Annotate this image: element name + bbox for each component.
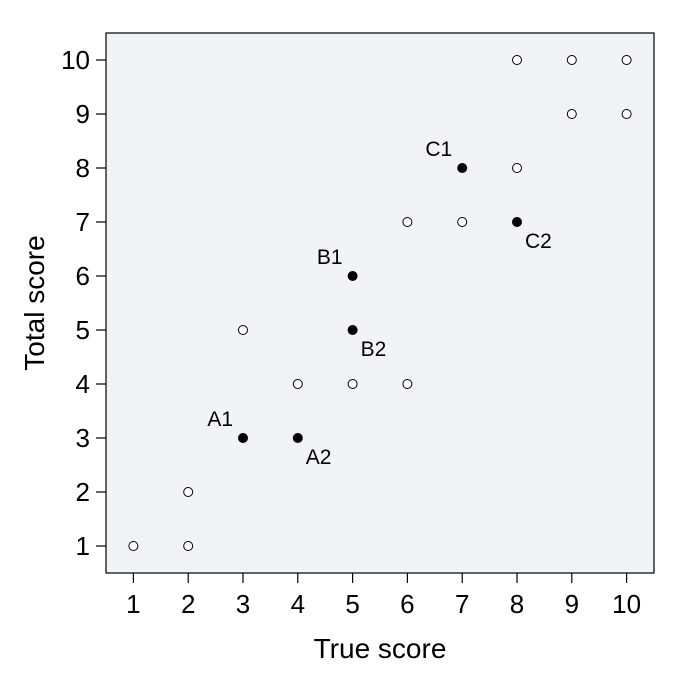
x-tick-label: 2 [181,589,195,619]
point-label: A2 [306,446,332,469]
point [292,379,303,389]
y-tick-label: 4 [76,369,90,399]
point [457,163,468,173]
y-tick-label: 1 [76,531,90,561]
point [512,217,522,227]
point-label: B2 [361,338,387,361]
x-tick-label: 3 [236,589,250,619]
point [347,379,358,389]
y-tick-label: 6 [76,261,90,291]
point [347,271,358,281]
y-tick-label: 7 [76,207,90,237]
point [402,217,413,227]
point [347,325,358,335]
point [512,163,522,173]
point [621,55,632,65]
x-tick-label: 7 [455,589,469,619]
point [238,433,248,443]
y-tick-label: 3 [76,423,90,453]
point [621,109,632,119]
point [566,55,577,65]
y-tick-label: 8 [76,153,90,183]
point-label: A1 [207,408,233,431]
y-axis-title: Total score [19,235,50,370]
x-tick-label: 9 [565,589,579,619]
y-tick-label: 5 [76,315,90,345]
x-tick-label: 1 [126,589,140,619]
point [512,55,522,65]
x-tick-label: 5 [345,589,359,619]
y-tick-label: 9 [76,99,90,129]
point-label: B1 [317,246,343,269]
point [183,541,194,551]
point [128,541,139,551]
point [402,379,413,389]
y-tick-label: 10 [61,45,90,75]
point [457,217,468,227]
x-tick-label: 4 [291,589,305,619]
x-axis-title: True score [314,633,447,664]
x-tick-label: 10 [612,589,641,619]
x-tick-label: 6 [400,589,414,619]
point [183,487,194,497]
plot-area [105,32,655,574]
point [292,433,303,443]
point-label: C1 [425,138,452,161]
x-tick-label: 8 [510,589,524,619]
point [238,325,248,335]
point-label: C2 [525,230,552,253]
point [566,109,577,119]
y-tick-label: 2 [76,477,90,507]
